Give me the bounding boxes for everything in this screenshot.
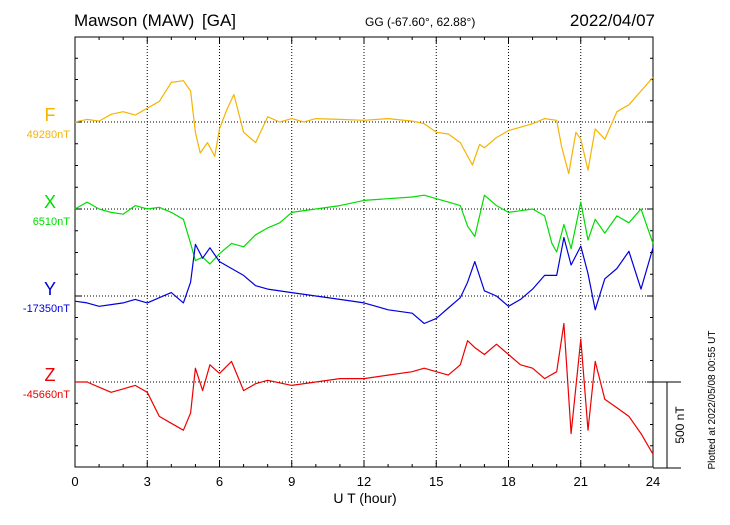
series-line-y	[74, 236, 654, 325]
x-tick-label: 18	[501, 474, 515, 489]
x-tick-label: 12	[357, 474, 371, 489]
x-tick-label: 24	[646, 474, 660, 489]
plotted-at-note: Plotted at 2022/05/08 00:55 UT	[707, 331, 718, 470]
x-axis-label: U T (hour)	[333, 490, 396, 506]
scale-bar-label: 500 nT	[673, 406, 687, 444]
date-label: 2022/04/07	[570, 11, 655, 30]
series-baseline-z: -45660nT	[23, 389, 70, 401]
x-tick-label: 9	[288, 474, 295, 489]
ticks	[74, 36, 654, 468]
series-name-x: X	[44, 192, 56, 212]
x-tick-labels: 0 3 6 9 12 15 18 21 24	[71, 474, 660, 489]
scale-bar: 500 nT	[653, 381, 687, 469]
grid	[75, 37, 653, 467]
x-tick-label: 3	[144, 474, 151, 489]
series-baseline-x: 6510nT	[33, 216, 71, 228]
station-type: [GA]	[202, 11, 236, 30]
station-title: Mawson (MAW)	[74, 11, 194, 30]
x-tick-label: 15	[429, 474, 443, 489]
series-line-x	[74, 194, 654, 265]
plot-frame	[74, 36, 654, 468]
x-tick-label: 21	[574, 474, 588, 489]
series-name-z: Z	[45, 365, 56, 385]
series-name-y: Y	[44, 279, 56, 299]
series-name-f: F	[45, 105, 56, 125]
x-tick-label: 0	[71, 474, 78, 489]
station-coordinates: GG (-67.60°, 62.88°)	[365, 15, 475, 29]
x-tick-label: 6	[216, 474, 223, 489]
series-line-f	[74, 76, 654, 175]
series-baseline-f: 49280nT	[27, 129, 71, 141]
series-line-z	[75, 322, 654, 455]
series-labels: F 49280nT X 6510nT Y -17350nT Z -45660nT	[23, 105, 70, 401]
series-lines	[74, 76, 654, 455]
series-baseline-y: -17350nT	[23, 303, 70, 315]
